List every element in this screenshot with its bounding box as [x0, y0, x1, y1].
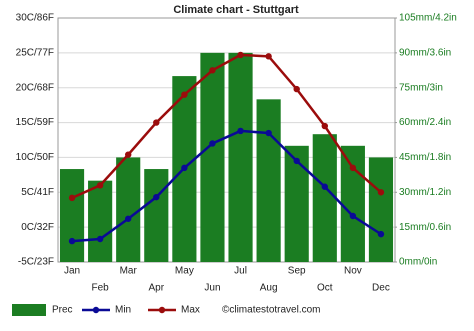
bar — [368, 157, 394, 262]
point — [153, 119, 160, 126]
line — [71, 53, 382, 200]
point — [181, 164, 188, 172]
x-tick-label: Jun — [204, 283, 220, 294]
bar — [284, 145, 309, 262]
bar — [116, 157, 141, 262]
bar — [228, 52, 253, 262]
bar — [88, 180, 113, 262]
bar — [59, 169, 85, 262]
point — [265, 129, 272, 137]
point — [125, 151, 132, 158]
y2-tick-label: 0mm/0in — [399, 257, 437, 268]
bar — [312, 134, 337, 262]
point — [293, 85, 300, 93]
y-tick-label: 10C/50F — [16, 152, 54, 163]
point — [125, 215, 132, 222]
y2-tick-label: 60mm/2.4in — [399, 117, 451, 128]
bar — [200, 52, 225, 262]
point — [68, 237, 76, 245]
bar — [256, 99, 281, 262]
y-tick-label: 20C/68F — [16, 82, 54, 93]
point — [237, 127, 244, 135]
point — [209, 67, 216, 74]
point — [377, 230, 385, 238]
point — [237, 51, 244, 59]
y2-tick-label: 15mm/0.6in — [399, 222, 451, 233]
legend-swatch — [92, 306, 100, 314]
point — [181, 91, 188, 98]
y2-tick-label: 105mm/4.2in — [399, 13, 457, 24]
legend-label: Prec — [52, 305, 73, 316]
x-tick-label: Feb — [92, 283, 110, 294]
line — [71, 129, 382, 243]
point — [349, 212, 357, 220]
legend-swatch — [158, 306, 166, 314]
x-tick-label: Jan — [64, 266, 80, 277]
y2-tick-label: 90mm/3.6in — [399, 47, 451, 58]
x-tick-label: Nov — [344, 266, 362, 277]
y-tick-label: -5C/23F — [18, 257, 54, 268]
point — [96, 182, 104, 189]
y-tick-label: 5C/41F — [21, 187, 54, 198]
chart-title: Climate chart - Stuttgart — [173, 4, 299, 16]
credit: ©climatestotravel.com — [222, 305, 321, 316]
bar — [340, 145, 365, 262]
y-tick-label: 25C/77F — [16, 47, 54, 58]
legend-swatch — [12, 304, 46, 316]
point — [96, 235, 104, 243]
x-tick-label: Jul — [234, 266, 247, 277]
y2-tick-label: 45mm/1.8in — [399, 152, 451, 163]
x-tick-label: Oct — [317, 283, 333, 294]
point — [349, 164, 357, 172]
legend-label: Max — [181, 305, 200, 316]
point — [265, 53, 272, 60]
x-tick-label: May — [175, 266, 194, 277]
plot-border — [57, 17, 396, 263]
point — [153, 193, 160, 201]
x-tick-label: Mar — [120, 266, 138, 277]
y-tick-label: 15C/59F — [16, 117, 54, 128]
point — [68, 194, 76, 202]
x-tick-label: Apr — [149, 283, 165, 294]
point — [321, 183, 328, 190]
x-tick-label: Dec — [372, 283, 390, 294]
y-tick-label: 30C/86F — [16, 13, 54, 24]
point — [209, 140, 216, 147]
y2-tick-label: 30mm/1.2in — [399, 187, 451, 198]
x-tick-label: Aug — [260, 283, 278, 294]
y2-tick-label: 75mm/3in — [399, 82, 443, 93]
legend-label: Min — [115, 305, 131, 316]
point — [377, 189, 385, 196]
point — [321, 122, 328, 130]
x-tick-label: Sep — [288, 266, 306, 277]
bar — [144, 169, 169, 262]
point — [293, 157, 300, 165]
y-tick-label: 0C/32F — [21, 222, 54, 233]
